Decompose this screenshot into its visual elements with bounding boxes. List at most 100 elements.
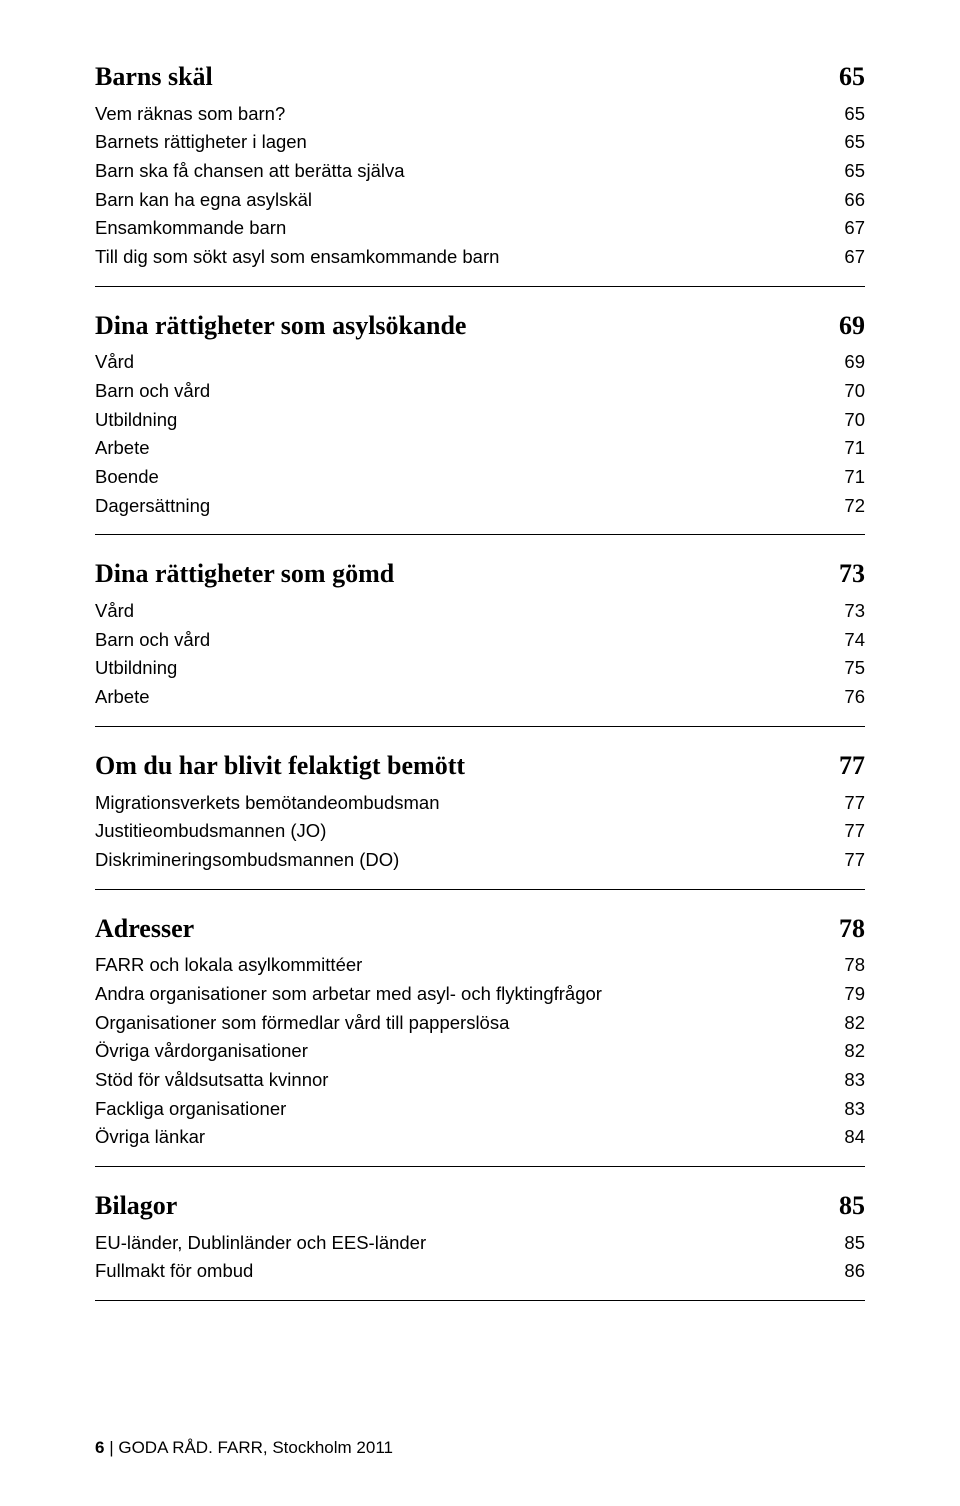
toc-entry-row: Diskrimineringsombudsmannen (DO) 77 bbox=[95, 846, 865, 875]
toc-entry-row: Stöd för våldsutsatta kvinnor 83 bbox=[95, 1066, 865, 1095]
section-heading-page: 77 bbox=[839, 747, 865, 785]
toc-entry-page: 70 bbox=[844, 406, 865, 435]
toc-entry-label: Arbete bbox=[95, 434, 150, 463]
toc-section: Om du har blivit felaktigt bemött77Migra… bbox=[95, 739, 865, 890]
toc-entry-row: Vård69 bbox=[95, 348, 865, 377]
section-heading-label: Bilagor bbox=[95, 1187, 177, 1225]
toc-entry-page: 71 bbox=[844, 463, 865, 492]
toc-entry-page: 67 bbox=[844, 214, 865, 243]
footer-publisher-text: FARR, Stockholm 2011 bbox=[218, 1438, 393, 1457]
section-heading-label: Om du har blivit felaktigt bemött bbox=[95, 747, 465, 785]
toc-entry-label: Övriga vårdorganisationer bbox=[95, 1037, 308, 1066]
section-heading-label: Adresser bbox=[95, 910, 194, 948]
footer-page-number: 6 bbox=[95, 1438, 104, 1457]
toc-entry-label: Ensamkommande barn bbox=[95, 214, 286, 243]
toc-entry-label: Arbete bbox=[95, 683, 150, 712]
toc-entry-page: 73 bbox=[844, 597, 865, 626]
toc-entry-label: Fullmakt för ombud bbox=[95, 1257, 253, 1286]
toc-entry-row: Till dig som sökt asyl som ensamkommande… bbox=[95, 243, 865, 272]
toc-entry-label: Andra organisationer som arbetar med asy… bbox=[95, 980, 602, 1009]
toc-entry-label: Barn ska få chansen att berätta själva bbox=[95, 157, 405, 186]
toc-entry-label: Barn och vård bbox=[95, 377, 210, 406]
toc-entry-label: Stöd för våldsutsatta kvinnor bbox=[95, 1066, 328, 1095]
section-heading-row: Dina rättigheter som asylsökande 69 bbox=[95, 299, 865, 345]
toc-entry-page: 82 bbox=[844, 1009, 865, 1038]
toc-entry-page: 67 bbox=[844, 243, 865, 272]
toc-entry-label: Organisationer som förmedlar vård till p… bbox=[95, 1009, 509, 1038]
toc-entry-row: Dagersättning 72 bbox=[95, 492, 865, 521]
toc-section: Barns skäl65Vem räknas som barn?65Barnet… bbox=[95, 50, 865, 287]
toc-entry-page: 65 bbox=[844, 128, 865, 157]
toc-entry-row: Migrationsverkets bemötandeombudsman77 bbox=[95, 789, 865, 818]
toc-entry-label: Dagersättning bbox=[95, 492, 210, 521]
toc-section: Dina rättigheter som asylsökande 69 Vård69… bbox=[95, 299, 865, 536]
section-heading-row: Dina rättigheter som gömd 73 bbox=[95, 547, 865, 593]
toc-entry-page: 75 bbox=[844, 654, 865, 683]
section-heading-page: 73 bbox=[839, 555, 865, 593]
toc-entry-label: EU-länder, Dublinländer och EES-länder bbox=[95, 1229, 426, 1258]
toc-entry-label: Till dig som sökt asyl som ensamkommande… bbox=[95, 243, 499, 272]
toc-entry-page: 74 bbox=[844, 626, 865, 655]
toc-entry-row: Barn och vård 74 bbox=[95, 626, 865, 655]
section-heading-row: Adresser 78 bbox=[95, 902, 865, 948]
toc-entry-row: Barn ska få chansen att berätta själva 65 bbox=[95, 157, 865, 186]
toc-entry-label: Barnets rättigheter i lagen bbox=[95, 128, 307, 157]
toc-entry-row: Arbete76 bbox=[95, 683, 865, 712]
toc-entry-row: Övriga länkar 84 bbox=[95, 1123, 865, 1152]
toc-entry-row: Ensamkommande barn 67 bbox=[95, 214, 865, 243]
toc-entry-row: Vem räknas som barn? 65 bbox=[95, 100, 865, 129]
toc-entry-page: 79 bbox=[844, 980, 865, 1009]
section-heading-row: Om du har blivit felaktigt bemött 77 bbox=[95, 739, 865, 785]
section-heading-page: 85 bbox=[839, 1187, 865, 1225]
toc-entry-row: EU-länder, Dublinländer och EES-länder 85 bbox=[95, 1229, 865, 1258]
section-heading-label: Dina rättigheter som gömd bbox=[95, 555, 394, 593]
toc-entry-page: 83 bbox=[844, 1066, 865, 1095]
toc-section: Bilagor85EU-länder, Dublinländer och EES… bbox=[95, 1179, 865, 1301]
toc-entry-page: 77 bbox=[844, 817, 865, 846]
toc-entry-label: Utbildning bbox=[95, 406, 177, 435]
section-heading-label: Barns skäl bbox=[95, 58, 213, 96]
footer-title: GODA RÅD. bbox=[118, 1438, 212, 1457]
toc-entry-label: Vem räknas som barn? bbox=[95, 100, 285, 129]
toc-entry-page: 83 bbox=[844, 1095, 865, 1124]
toc-entry-row: FARR och lokala asylkommittéer 78 bbox=[95, 951, 865, 980]
toc-entry-row: Boende71 bbox=[95, 463, 865, 492]
toc-entry-row: Vård 73 bbox=[95, 597, 865, 626]
toc-entry-label: FARR och lokala asylkommittéer bbox=[95, 951, 362, 980]
toc-entry-row: Utbildning 75 bbox=[95, 654, 865, 683]
section-heading-label: Dina rättigheter som asylsökande bbox=[95, 307, 466, 345]
toc-entry-row: Barn och vård 70 bbox=[95, 377, 865, 406]
toc-entry-label: Vård bbox=[95, 597, 134, 626]
toc-entry-row: Organisationer som förmedlar vård till p… bbox=[95, 1009, 865, 1038]
toc-entry-row: Barn kan ha egna asylskäl66 bbox=[95, 186, 865, 215]
toc-entry-label: Utbildning bbox=[95, 654, 177, 683]
toc-section: Dina rättigheter som gömd73Vård73Barn oc… bbox=[95, 547, 865, 726]
toc-entry-row: Barnets rättigheter i lagen 65 bbox=[95, 128, 865, 157]
toc-entry-label: Övriga länkar bbox=[95, 1123, 205, 1152]
toc-entry-page: 78 bbox=[844, 951, 865, 980]
toc-entry-page: 84 bbox=[844, 1123, 865, 1152]
toc-entry-page: 82 bbox=[844, 1037, 865, 1066]
toc-entry-row: Fullmakt för ombud86 bbox=[95, 1257, 865, 1286]
toc-entry-page: 65 bbox=[844, 157, 865, 186]
toc-entry-page: 85 bbox=[844, 1229, 865, 1258]
toc-entry-page: 65 bbox=[844, 100, 865, 129]
toc-entry-row: Utbildning 70 bbox=[95, 406, 865, 435]
toc-entry-row: Fackliga organisationer83 bbox=[95, 1095, 865, 1124]
section-heading-row: Bilagor 85 bbox=[95, 1179, 865, 1225]
toc-entry-page: 71 bbox=[844, 434, 865, 463]
toc-entry-label: Migrationsverkets bemötandeombudsman bbox=[95, 789, 439, 818]
section-heading-page: 69 bbox=[839, 307, 865, 345]
section-heading-page: 65 bbox=[839, 58, 865, 96]
toc-entry-row: Justitieombudsmannen (JO) 77 bbox=[95, 817, 865, 846]
toc-entry-label: Justitieombudsmannen (JO) bbox=[95, 817, 326, 846]
section-heading-page: 78 bbox=[839, 910, 865, 948]
toc-entry-row: Arbete 71 bbox=[95, 434, 865, 463]
toc-section: Adresser78FARR och lokala asylkommittéer… bbox=[95, 902, 865, 1167]
toc-entry-label: Barn och vård bbox=[95, 626, 210, 655]
toc-entry-label: Diskrimineringsombudsmannen (DO) bbox=[95, 846, 399, 875]
toc-entry-page: 70 bbox=[844, 377, 865, 406]
toc-entry-label: Barn kan ha egna asylskäl bbox=[95, 186, 312, 215]
toc-entry-page: 72 bbox=[844, 492, 865, 521]
toc-entry-page: 77 bbox=[844, 846, 865, 875]
